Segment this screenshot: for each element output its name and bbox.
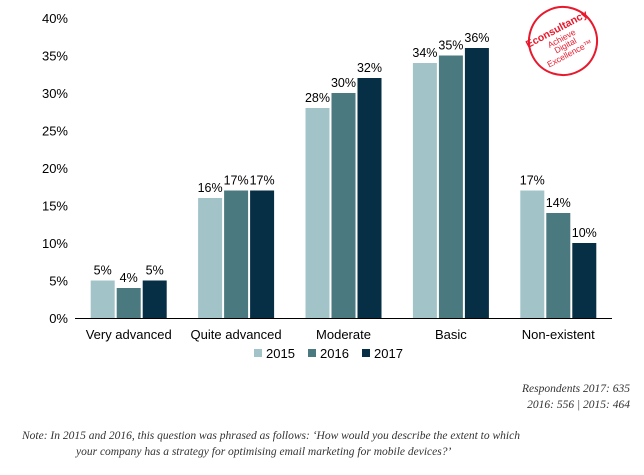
data-label: 28% <box>305 91 330 105</box>
bar <box>198 198 223 318</box>
legend-swatch <box>362 349 370 357</box>
data-label: 35% <box>438 39 463 53</box>
y-tick-label: 40% <box>42 11 68 26</box>
data-label: 14% <box>546 196 571 210</box>
y-tick-label: 30% <box>42 86 68 101</box>
data-labels-group: 5%4%5%16%17% 17%28%30%32%34%35%36%17%14%1… <box>94 31 597 285</box>
footnote-line-1: Note: In 2015 and 2016, this question wa… <box>22 430 520 442</box>
bar <box>331 93 356 318</box>
respondents-line-1: Respondents 2017: 635 <box>522 383 630 395</box>
y-axis-tick-labels: 0% 5% 10% 15% 20% 25% 30% 35% 40% <box>42 11 68 326</box>
y-tick-label: 10% <box>42 236 68 251</box>
bar <box>250 190 275 318</box>
data-label: 17% <box>520 174 545 188</box>
y-tick-label: 0% <box>49 311 68 326</box>
data-label: 5% <box>94 264 112 278</box>
bar-series-group <box>90 48 597 318</box>
data-label: 32% <box>357 61 382 75</box>
category-label: Non-existent <box>522 327 595 342</box>
legend-label: 2017 <box>374 346 403 361</box>
y-tick-label: 25% <box>42 124 68 139</box>
bar <box>438 55 463 318</box>
bar <box>116 288 141 318</box>
y-tick-label: 35% <box>42 49 68 64</box>
data-label: 4% <box>120 271 138 285</box>
respondents-info: Respondents 2017: 635 2016: 556 | 2015: … <box>522 381 630 413</box>
legend-swatch <box>308 349 316 357</box>
legend-label: 2015 <box>266 346 295 361</box>
legend-label: 2016 <box>320 346 349 361</box>
y-tick-label: 15% <box>42 199 68 214</box>
data-label: 17% <box>224 174 249 188</box>
y-tick-label: 20% <box>42 161 68 176</box>
data-label: 30% <box>331 76 356 90</box>
bar <box>572 243 597 318</box>
data-label: 10% <box>572 226 597 240</box>
data-label: 17% <box>250 174 275 188</box>
data-label: 34% <box>412 46 437 60</box>
legend-swatch <box>254 349 262 357</box>
category-label: Very advanced <box>86 327 172 342</box>
bar <box>357 78 382 318</box>
data-label: 36% <box>464 31 489 45</box>
bar <box>142 280 167 318</box>
bar <box>520 190 545 318</box>
respondents-line-2: 2016: 556 | 2015: 464 <box>527 399 630 411</box>
category-label: Basic <box>435 327 467 342</box>
bar <box>546 213 571 318</box>
data-label: 5% <box>146 264 164 278</box>
bar <box>412 63 437 318</box>
category-label: Quite advanced <box>191 327 282 342</box>
bar <box>224 190 249 318</box>
footnote-line-2: your company has a strategy for optimisi… <box>76 446 452 458</box>
bar <box>90 280 115 318</box>
bar <box>464 48 489 318</box>
category-labels-group: Very advanced Quite advanced Moderate Basic… <box>86 327 595 342</box>
bar-chart: 0%5%10%15%20%25%30%35%40% 5%4%5%16%17% 17… <box>42 11 612 361</box>
footnote: Note: In 2015 and 2016, this question wa… <box>22 428 622 460</box>
data-label: 16% <box>198 181 223 195</box>
y-tick-label: 5% <box>49 274 68 289</box>
legend: 2015 2016 2017 <box>254 346 403 361</box>
category-label: Moderate <box>316 327 371 342</box>
bar <box>305 108 330 318</box>
